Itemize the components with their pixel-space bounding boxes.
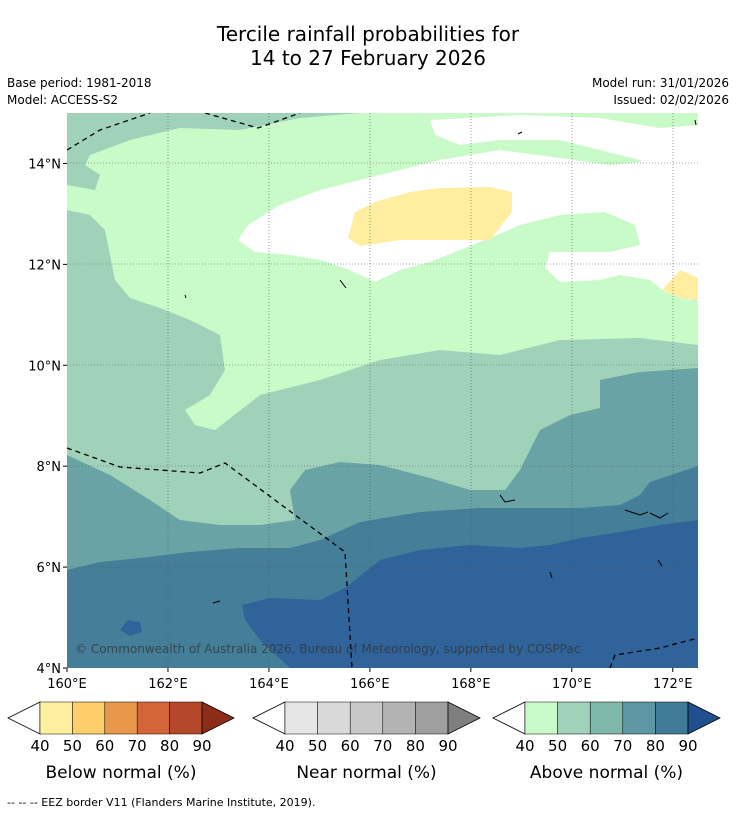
- model-run: Model run: 31/01/2026: [591, 76, 729, 90]
- island: [694, 119, 697, 126]
- x-tick-label: 160°E: [47, 677, 87, 692]
- region-below-40: [348, 187, 512, 246]
- eez-borders: [67, 113, 698, 668]
- colorbar-level-label: 90: [678, 737, 697, 755]
- y-tick-label: 4°N: [37, 662, 62, 677]
- eez-border-south-east: [609, 637, 698, 668]
- eez-border-north-2: [204, 113, 301, 129]
- colorbar-level-label: 60: [581, 737, 600, 755]
- y-tick-label: 14°N: [28, 157, 61, 172]
- colorbar-segment: [284, 701, 318, 735]
- colorbar-upper-extend: [687, 701, 721, 735]
- island: [499, 494, 516, 503]
- colorbar-level-label: 40: [30, 737, 49, 755]
- colorbar-level-label: 80: [646, 737, 665, 755]
- colorbar-upper-extend: [447, 701, 481, 735]
- y-tick-label: 10°N: [28, 359, 61, 374]
- colorbar-level-label: 90: [438, 737, 457, 755]
- map-grid: [67, 113, 698, 668]
- colorbars: 40 50 60 70 80 90 Below normal (%) 40 50 60 70 80 90…: [7, 701, 721, 783]
- island: [657, 559, 663, 567]
- colorbar-level-label: 50: [308, 737, 327, 755]
- colorbar-segment: [382, 701, 416, 735]
- colorbar-segment: [524, 701, 558, 735]
- eez-border-north: [67, 113, 151, 151]
- island: [649, 512, 669, 519]
- colorbar-segment: [415, 701, 449, 735]
- colorbar-level-label: 70: [373, 737, 392, 755]
- x-tick-label: 170°E: [552, 677, 592, 692]
- base-period: Base period: 1981-2018: [7, 76, 152, 90]
- colorbar-level-label: 60: [341, 737, 360, 755]
- colorbar-segment: [349, 701, 384, 735]
- region-below-40-east: [662, 270, 698, 300]
- island: [184, 294, 187, 299]
- island: [339, 279, 347, 289]
- colorbar-segment: [169, 701, 203, 735]
- colorbar-level-label: 40: [515, 737, 534, 755]
- region-white-top: [430, 115, 698, 185]
- x-tick-label: 162°E: [148, 677, 188, 692]
- colorbar-level-label: 80: [406, 737, 425, 755]
- colorbar-title: Above normal (%): [530, 763, 683, 783]
- meta-left: Base period: 1981-2018 Model: ACCESS-S2: [7, 75, 152, 109]
- eez-border-mid: [67, 447, 353, 668]
- x-axis: 160°E 162°E 164°E 166°E 168°E 170°E 172°E: [47, 668, 693, 692]
- colorbar-level-label: 60: [95, 737, 114, 755]
- chart-title: Tercile rainfall probabilities for 14 to…: [0, 22, 736, 70]
- colorbar-segment: [622, 701, 656, 735]
- x-tick-label: 166°E: [350, 677, 390, 692]
- island: [549, 571, 553, 579]
- colorbar-above: 40 50 60 70 80 90 Above normal (%): [492, 701, 721, 783]
- colorbar-segment: [317, 701, 351, 735]
- colorbar-lower-extend: [252, 701, 286, 735]
- colorbar-lower-extend: [492, 701, 526, 735]
- colorbar-title: Below normal (%): [46, 763, 197, 783]
- colorbar-level-label: 70: [613, 737, 632, 755]
- x-tick-label: 168°E: [451, 677, 491, 692]
- y-tick-label: 12°N: [28, 258, 61, 273]
- colorbar-segment: [589, 701, 624, 735]
- footer-note: -- -- -- EEZ border V11 (Flanders Marine…: [7, 796, 316, 809]
- colorbar-upper-extend: [201, 701, 235, 735]
- issued-date: Issued: 02/02/2026: [613, 93, 729, 107]
- region-above-80: [242, 520, 698, 668]
- meta-right: Model run: 31/01/2026 Issued: 02/02/2026: [592, 75, 729, 109]
- colorbar-level-label: 90: [192, 737, 211, 755]
- colorbar-lower-extend: [7, 701, 41, 735]
- colorbar-segment: [104, 701, 138, 735]
- y-tick-label: 6°N: [37, 561, 62, 576]
- colorbar-level-label: 50: [63, 737, 82, 755]
- region-above-80-small: [120, 620, 142, 636]
- y-tick-label: 8°N: [37, 460, 62, 475]
- y-axis: 4°N 6°N 8°N 10°N 12°N 14°N: [28, 157, 67, 677]
- map-plot-area: © Commonwealth of Australia 2026, Bureau…: [67, 113, 698, 668]
- title-line-1: Tercile rainfall probabilities for: [216, 22, 520, 46]
- colorbar-segment: [136, 701, 170, 735]
- colorbar-level-label: 40: [275, 737, 294, 755]
- model-name: Model: ACCESS-S2: [7, 93, 119, 107]
- title-line-2: 14 to 27 February 2026: [250, 46, 486, 70]
- colorbar-segment: [39, 701, 73, 735]
- island: [212, 600, 221, 604]
- island: [624, 509, 649, 516]
- colorbar-segment: [72, 701, 106, 735]
- colorbar-segment: [655, 701, 689, 735]
- islands: [184, 119, 697, 604]
- colorbar-level-label: 80: [160, 737, 179, 755]
- colorbar-level-label: 50: [548, 737, 567, 755]
- island: [517, 131, 523, 135]
- x-tick-label: 172°E: [653, 677, 693, 692]
- colorbar-segment: [557, 701, 591, 735]
- x-tick-label: 164°E: [249, 677, 289, 692]
- copyright-notice: © Commonwealth of Australia 2026, Bureau…: [75, 642, 580, 656]
- colorbar-title: Near normal (%): [296, 763, 436, 783]
- colorbar-below: 40 50 60 70 80 90 Below normal (%): [7, 701, 235, 783]
- colorbar-level-label: 70: [128, 737, 147, 755]
